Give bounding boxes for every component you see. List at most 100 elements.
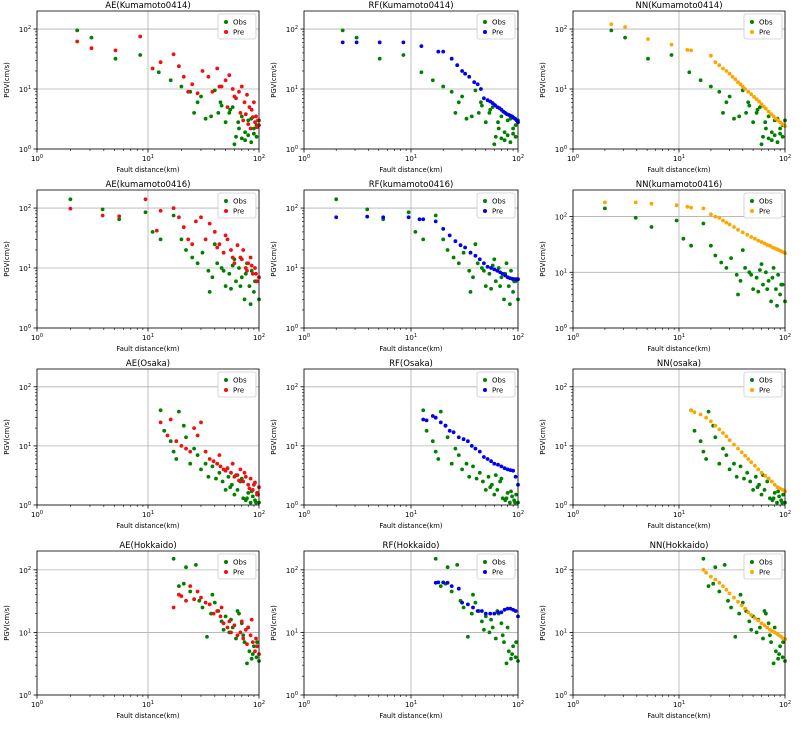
data-point-pre — [424, 418, 429, 423]
data-point-obs — [252, 644, 256, 649]
data-point-pre — [254, 114, 258, 119]
data-point-obs — [246, 491, 251, 495]
data-point-obs — [775, 500, 779, 505]
data-point-obs — [199, 94, 203, 99]
data-point-obs — [421, 408, 426, 413]
data-point-pre — [211, 459, 216, 464]
data-point-pre — [75, 39, 80, 44]
data-point-obs — [489, 286, 493, 291]
data-point-pre — [727, 222, 732, 227]
data-point-obs — [467, 268, 472, 273]
y-tick-label: 102 — [286, 25, 298, 34]
data-point-obs — [778, 292, 782, 297]
data-point-obs — [502, 640, 506, 644]
data-point-obs — [769, 640, 773, 644]
data-point-obs — [243, 271, 248, 276]
data-point-pre — [433, 415, 438, 420]
data-point-pre — [253, 120, 257, 125]
data-point-obs — [464, 116, 469, 121]
data-point-obs — [737, 114, 742, 119]
data-point-obs — [623, 35, 627, 40]
data-point-pre — [247, 486, 252, 491]
data-point-pre — [701, 567, 706, 572]
legend-label-obs: Obs — [759, 377, 773, 385]
data-point-pre — [188, 584, 193, 588]
legend-label-obs: Obs — [492, 198, 506, 206]
data-point-obs — [179, 237, 184, 242]
data-point-pre — [401, 40, 406, 45]
chart-panel-4: 100 101 102 100 101 102 AE(kumamoto0416) Fault … — [3, 180, 265, 353]
data-point-pre — [456, 586, 461, 591]
data-point-obs — [234, 636, 238, 641]
data-point-pre — [685, 204, 690, 209]
data-point-pre — [669, 42, 674, 47]
data-point-obs — [492, 257, 497, 262]
data-point-obs — [493, 279, 498, 284]
data-point-obs — [230, 105, 235, 109]
data-point-pre — [219, 605, 224, 610]
x-tick-label: 101 — [142, 510, 154, 519]
data-point-obs — [445, 435, 450, 440]
data-point-obs — [221, 627, 226, 632]
data-point-obs — [477, 470, 482, 475]
data-point-pre — [759, 621, 764, 626]
data-point-obs — [709, 243, 713, 248]
data-point-pre — [717, 63, 722, 68]
data-point-pre — [225, 105, 230, 109]
x-axis-label: Fault distance(km) — [647, 712, 710, 720]
data-point-obs — [603, 206, 607, 211]
data-point-obs — [469, 114, 474, 119]
data-point-pre — [246, 261, 251, 266]
data-point-obs — [228, 485, 233, 490]
data-point-pre — [477, 257, 482, 262]
data-point-pre — [158, 60, 163, 65]
data-point-pre — [458, 243, 463, 248]
data-point-obs — [513, 655, 518, 660]
data-point-obs — [769, 299, 773, 304]
data-point-obs — [243, 138, 248, 143]
data-point-obs — [489, 617, 493, 622]
data-point-obs — [216, 111, 221, 115]
legend-label-obs: Obs — [233, 377, 247, 385]
y-tick-label: 101 — [19, 85, 31, 94]
data-point-pre — [200, 69, 205, 73]
data-point-pre — [192, 597, 197, 602]
data-point-pre — [736, 446, 740, 451]
data-point-pre — [417, 217, 422, 222]
data-point-pre — [199, 420, 203, 425]
data-point-pre — [188, 449, 193, 454]
data-point-obs — [480, 619, 484, 624]
legend-marker-obs — [483, 560, 487, 564]
data-point-obs — [504, 661, 509, 666]
legend: Obs Pre — [743, 553, 783, 580]
data-point-obs — [156, 70, 161, 75]
chart-title: NN(Hokkaido) — [650, 541, 709, 551]
data-point-pre — [461, 437, 466, 442]
data-point-pre — [732, 442, 736, 447]
data-point-obs — [220, 479, 225, 484]
data-point-obs — [200, 605, 205, 610]
data-point-obs — [252, 126, 256, 131]
x-tick-label: 102 — [253, 333, 265, 342]
data-point-pre — [453, 239, 458, 244]
data-point-obs — [721, 111, 725, 115]
legend-marker-pre — [483, 209, 487, 213]
data-point-pre — [749, 92, 754, 97]
data-point-pre — [247, 105, 252, 109]
data-point-pre — [248, 126, 253, 131]
data-point-pre — [241, 479, 246, 484]
y-tick-label: 100 — [555, 691, 567, 700]
legend-label-obs: Obs — [759, 559, 773, 567]
data-point-obs — [763, 120, 768, 125]
data-point-obs — [461, 250, 466, 255]
data-point-pre — [724, 220, 729, 225]
data-point-obs — [509, 489, 513, 494]
data-point-pre — [171, 605, 176, 610]
chart-title: RF(Kumamoto0414) — [368, 1, 453, 11]
data-point-obs — [724, 453, 729, 457]
data-point-obs — [508, 140, 513, 145]
series-pre — [68, 197, 261, 284]
data-point-pre — [217, 453, 222, 457]
data-point-pre — [206, 74, 211, 79]
data-point-obs — [493, 134, 498, 139]
